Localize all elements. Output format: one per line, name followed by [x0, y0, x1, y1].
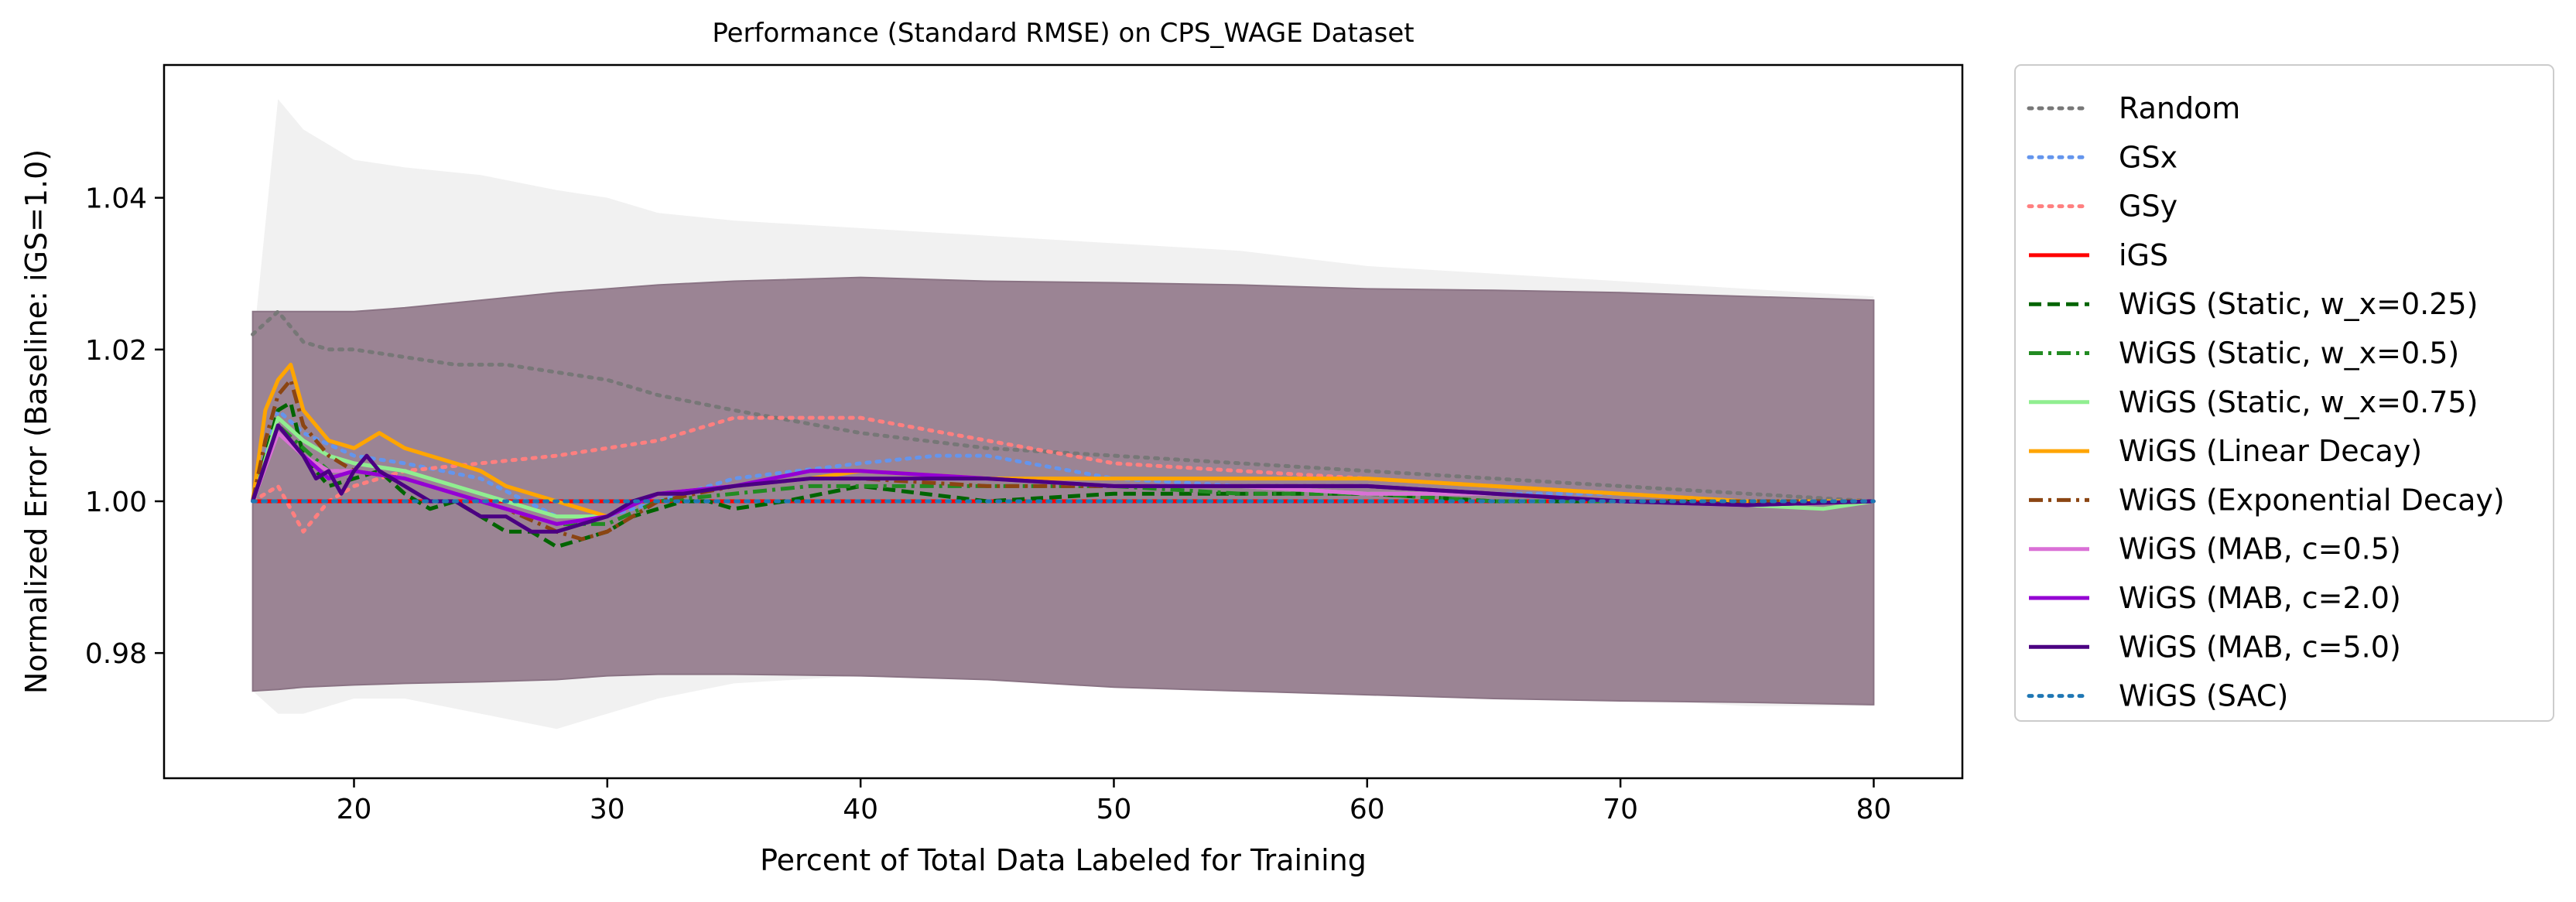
plot-frame: [162, 63, 1964, 780]
y-axis-label: Normalized Error (Baseline: iGS=1.0): [19, 149, 53, 694]
y-axis: 0.98 1.00 1.02 1.04: [85, 183, 164, 670]
confidence-bands: [251, 99, 1875, 729]
legend-label-11: WiGS (MAB, c=5.0): [2119, 630, 2401, 664]
legend-label-7: WiGS (Linear Decay): [2119, 434, 2422, 468]
series-line-1: [251, 408, 1876, 519]
x-axis-label: Percent of Total Data Labeled for Traini…: [760, 843, 1367, 877]
x-tick-label: 50: [1096, 794, 1132, 825]
x-tick-label: 70: [1603, 794, 1638, 825]
legend-label-1: GSx: [2119, 140, 2177, 174]
legend-frame: [2014, 64, 2554, 722]
series-lines: [251, 309, 1876, 549]
legend-label-12: WiGS (SAC): [2119, 679, 2288, 713]
legend-label-0: Random: [2119, 91, 2240, 125]
series-line-11: [251, 423, 1874, 534]
chart-title: Performance (Standard RMSE) on CPS_WAGE …: [712, 18, 1414, 49]
x-tick-label: 40: [843, 794, 878, 825]
legend-label-9: WiGS (MAB, c=0.5): [2119, 532, 2401, 566]
x-tick-label: 60: [1350, 794, 1385, 825]
legend-label-3: iGS: [2119, 238, 2168, 272]
legend-label-5: WiGS (Static, w_x=0.5): [2119, 337, 2459, 371]
legend-label-10: WiGS (MAB, c=2.0): [2119, 581, 2401, 615]
combined-band: [251, 276, 1875, 706]
y-tick-label: 0.98: [85, 638, 147, 670]
y-tick-label: 1.04: [85, 183, 147, 215]
y-tick-label: 1.02: [85, 335, 147, 367]
legend-label-2: GSy: [2119, 190, 2177, 224]
x-axis: 20 30 40 50 60 70 80: [337, 778, 1892, 825]
series-line-8: [251, 378, 1874, 542]
series-line-0: [251, 309, 1876, 504]
x-tick-label: 80: [1856, 794, 1892, 825]
x-tick-label: 20: [337, 794, 372, 825]
legend-label-8: WiGS (Exponential Decay): [2119, 483, 2505, 517]
x-tick-label: 30: [590, 794, 625, 825]
legend: Random GSx GSy iGS WiGS (Static, w_x=0.25) Wi…: [2014, 64, 2554, 722]
legend-label-6: WiGS (Static, w_x=0.75): [2119, 385, 2478, 419]
y-tick-label: 1.00: [85, 487, 147, 518]
legend-label-4: WiGS (Static, w_x=0.25): [2119, 287, 2478, 321]
